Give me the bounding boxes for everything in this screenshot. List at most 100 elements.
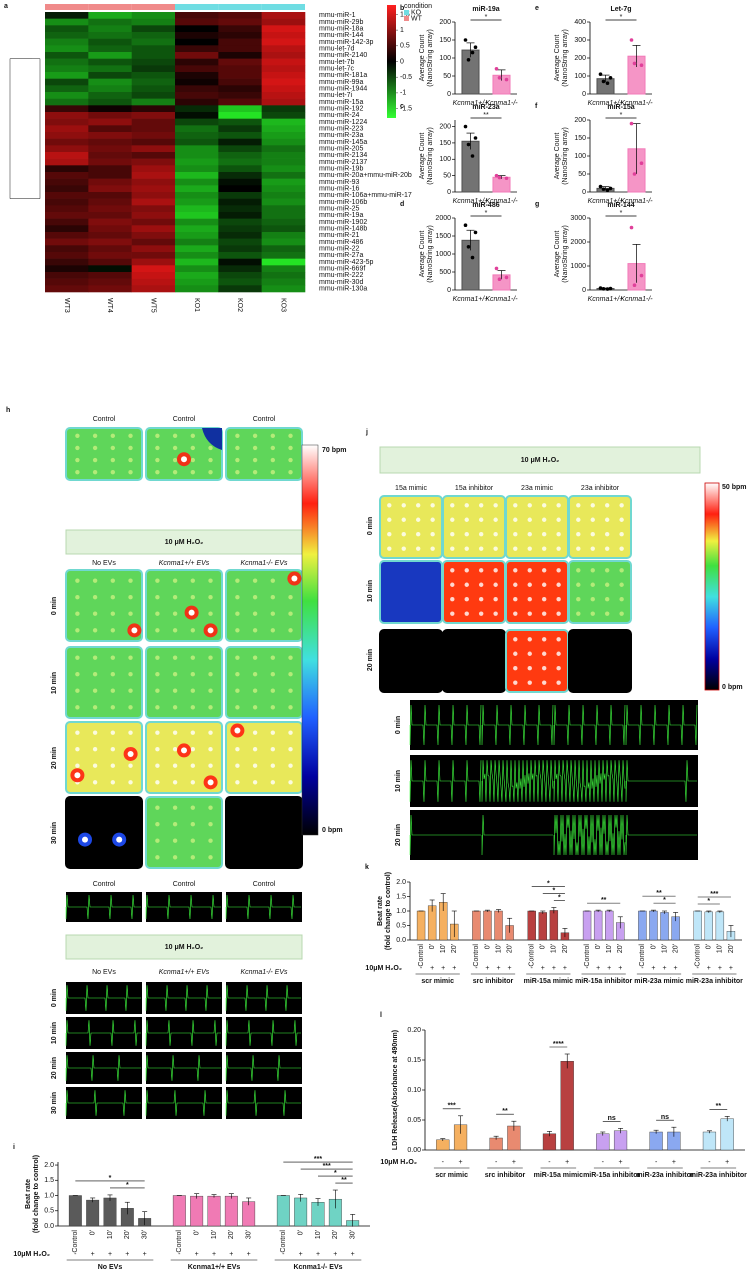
ecg-trace — [409, 760, 482, 802]
electrode — [75, 628, 80, 633]
blue-corner — [202, 428, 222, 450]
heat-cell — [131, 18, 176, 26]
heat-cell — [131, 205, 176, 213]
treatment-sign: + — [541, 965, 545, 972]
hot-spot-core — [116, 836, 123, 843]
heat-cell — [131, 252, 176, 259]
electrode — [604, 546, 610, 551]
condition-bar — [218, 4, 262, 10]
bar — [704, 911, 713, 941]
electrode — [527, 665, 532, 671]
hot-spot-core — [74, 772, 81, 779]
heat-cell — [175, 185, 219, 193]
time-label: 10 min — [367, 580, 374, 602]
bar — [613, 1130, 628, 1151]
electrode — [155, 763, 160, 768]
electrode — [252, 730, 258, 735]
heat-cell — [175, 58, 219, 66]
heat-cell — [175, 125, 219, 133]
heat-cell — [218, 258, 262, 266]
bar — [416, 910, 426, 941]
row-label: mmu-miR-21 — [319, 232, 360, 239]
electrode — [270, 705, 276, 710]
electrode — [110, 705, 116, 710]
heat-cell — [218, 78, 262, 86]
electrode — [288, 611, 293, 616]
electrode — [464, 596, 469, 602]
significance-label: * — [707, 898, 710, 905]
data-point — [473, 136, 478, 140]
electrode — [172, 805, 178, 810]
heat-cell — [45, 45, 89, 53]
group-label: src inhibitor — [485, 1172, 526, 1179]
heat-cell — [218, 265, 262, 273]
electrode — [450, 568, 455, 573]
panel-label: l — [380, 1012, 382, 1019]
electrode — [128, 763, 133, 768]
electrode — [208, 730, 213, 735]
heat-cell — [45, 258, 89, 266]
heat-cell — [131, 178, 176, 186]
electrode — [128, 780, 133, 785]
panel-label: b — [400, 5, 404, 12]
x-tick-label: 20' — [506, 944, 513, 953]
electrode — [172, 611, 178, 616]
electrode — [190, 457, 196, 463]
row-label: mmu-miR-99a — [319, 79, 363, 86]
electrode — [190, 578, 196, 583]
electrode — [450, 611, 455, 616]
heat-cell — [175, 258, 219, 266]
treatment-sign: + — [672, 1159, 676, 1166]
heat-cell — [88, 192, 132, 199]
electrode — [556, 651, 561, 656]
heat-cell — [175, 178, 219, 186]
electrode — [128, 705, 133, 710]
bar — [596, 1133, 610, 1151]
heat-cell — [261, 65, 306, 73]
electrode — [235, 780, 240, 785]
electrode — [155, 611, 160, 616]
electrode — [92, 688, 98, 693]
electrode — [190, 746, 196, 752]
column-label: KO3 — [279, 298, 286, 312]
y-axis-label: Beat rate — [25, 1179, 32, 1209]
electrode — [288, 746, 293, 752]
ecg-trace — [625, 760, 697, 802]
significance-label: * — [547, 880, 550, 887]
ecg-trace — [481, 814, 553, 856]
electrode — [270, 730, 276, 735]
x-tick-label: Kcnma1+/+ — [453, 198, 489, 205]
x-tick-label: 20' — [617, 944, 624, 953]
heat-cell — [131, 92, 176, 99]
heat-cell — [261, 245, 306, 253]
treatment-sign: + — [607, 965, 611, 972]
electrode — [92, 763, 98, 768]
heat-cell — [45, 145, 89, 153]
heat-cell — [175, 245, 219, 253]
x-tick-label: Kcnma1-/- — [485, 198, 518, 205]
data-point — [504, 176, 509, 181]
electrode — [527, 503, 532, 508]
treatment-sign: + — [143, 1251, 147, 1258]
heat-cell — [88, 85, 132, 93]
electrode — [172, 746, 178, 752]
heat-cell — [175, 265, 219, 273]
x-tick-label: 20' — [228, 1230, 235, 1239]
colorbar-max: 50 bpm — [722, 484, 747, 491]
ecg-trace — [225, 1020, 301, 1046]
y-tick-label: 200 — [439, 123, 451, 130]
bar — [693, 910, 702, 941]
heat-cell — [131, 112, 176, 119]
data-point — [601, 79, 606, 84]
electrode — [208, 821, 213, 827]
heat-cell — [88, 52, 132, 59]
heat-cell — [88, 212, 132, 219]
heat-cell — [45, 85, 89, 93]
significance-label: **** — [553, 1041, 564, 1048]
legend-title: condition — [404, 3, 432, 10]
x-tick-label: Kcnma1-/- — [620, 296, 653, 303]
electrode — [75, 594, 80, 600]
heat-cell — [175, 118, 219, 126]
data-point — [601, 287, 606, 291]
